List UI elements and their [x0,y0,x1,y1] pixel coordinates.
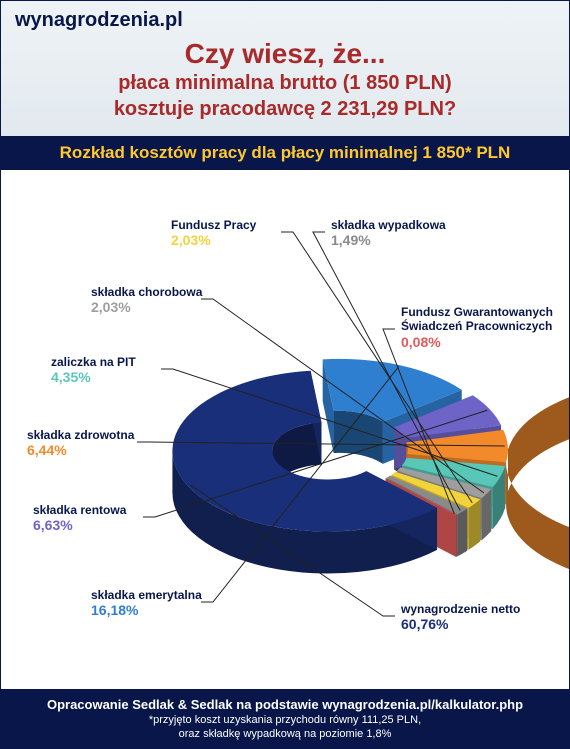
label-pct: 2,03% [91,299,202,316]
label-wypadkowa: składka wypadkowa1,49% [331,218,446,249]
headline-2: płaca minimalna brutto (1 850 PLN) [15,70,555,96]
label-pct: 16,18% [91,602,202,619]
label-pct: 0,08% [401,334,553,351]
label-name: Fundusz GwarantowanychŚwiadczeń Pracowni… [401,305,553,334]
label-name: składka wypadkowa [331,218,446,232]
label-zdrowotna: składka zdrowotna6,44% [27,428,134,459]
label-name: składka chorobowa [91,285,202,299]
label-pct: 6,63% [33,517,126,534]
footer: Opracowanie Sedlak & Sedlak na podstawie… [1,689,569,748]
label-name: składka rentowa [33,503,126,517]
site-name: wynagrodzenia.pl [15,9,555,32]
label-emerytalna: składka emerytalna16,18% [91,588,202,619]
label-name: Fundusz Pracy [171,218,256,232]
label-pct: 2,03% [171,232,256,249]
infographic-page: wynagrodzenia.pl Czy wiesz, że... płaca … [0,0,570,749]
chart-area: wynagrodzenie netto60,76% składka emeryta… [1,170,569,700]
subtitle-bar: Rozkład kosztów pracy dla płacy minimaln… [1,136,569,170]
label-name: wynagrodzenie netto [401,602,520,616]
label-netto: wynagrodzenie netto60,76% [401,602,520,633]
label-pct: 4,35% [51,369,136,386]
headline-3: kosztuje pracodawcę 2 231,29 PLN? [15,96,555,122]
label-fgsp: Fundusz GwarantowanychŚwiadczeń Pracowni… [401,305,553,351]
footer-line-3: oraz składkę wypadkową na poziomie 1,8% [7,728,563,740]
headline-1: Czy wiesz, że... [15,38,555,70]
label-name: składka emerytalna [91,588,202,602]
header: wynagrodzenia.pl Czy wiesz, że... płaca … [1,1,569,136]
label-chorobowa: składka chorobowa2,03% [91,285,202,316]
label-pct: 1,49% [331,232,446,249]
footer-line-2: *przyjęto koszt uzyskania przychodu równ… [7,714,563,726]
label-pct: 60,76% [401,616,520,633]
label-name: zaliczka na PIT [51,355,136,369]
footer-line-1: Opracowanie Sedlak & Sedlak na podstawie… [7,697,563,712]
label-rentowa: składka rentowa6,63% [33,503,126,534]
label-pct: 6,44% [27,442,134,459]
label-pit: zaliczka na PIT4,35% [51,355,136,386]
label-name: składka zdrowotna [27,428,134,442]
label-fp: Fundusz Pracy2,03% [171,218,256,249]
